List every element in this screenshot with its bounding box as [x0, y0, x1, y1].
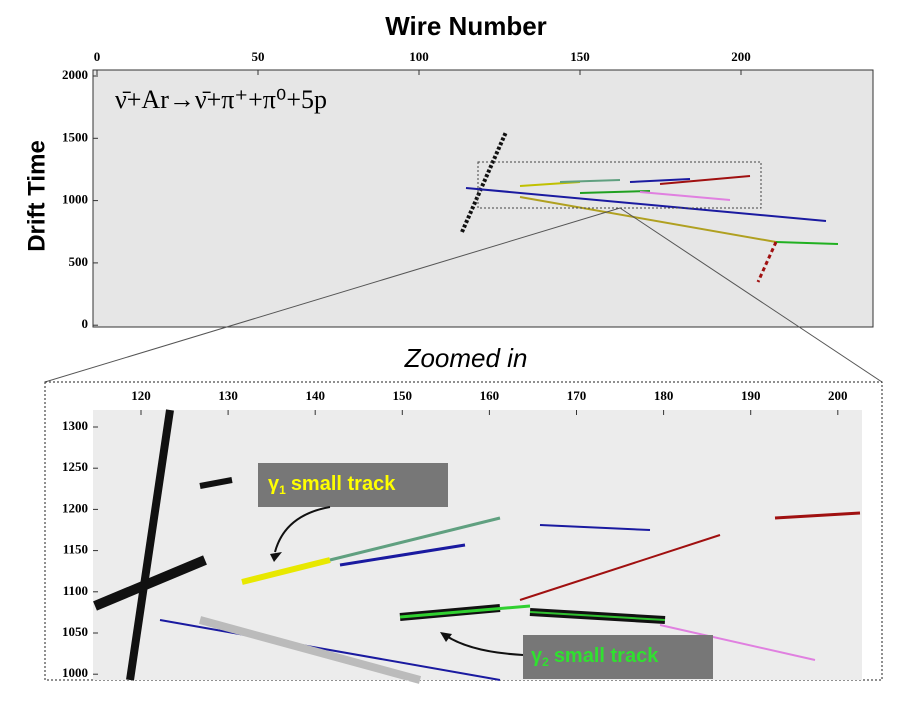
y-tick-label: 1250 — [62, 459, 88, 474]
title: Wire Number — [385, 11, 547, 41]
y-tick-label: 1000 — [62, 665, 88, 680]
zoom-box — [477, 161, 762, 209]
x-tick-label: 150 — [570, 49, 590, 64]
annotation-2: γ2 small track — [440, 632, 713, 679]
zoom-tracks — [93, 409, 861, 684]
annotation-subscript: 2 — [542, 655, 549, 669]
zoom-guide — [619, 207, 883, 383]
y-tick-label: 1500 — [62, 129, 88, 144]
overview-tracks — [460, 131, 839, 283]
y-tick-label: 1200 — [62, 500, 88, 515]
y-tick-label: 500 — [69, 254, 89, 269]
x-tick-label: 200 — [731, 49, 751, 64]
annotation-text: small track — [291, 473, 396, 495]
x-tick-label: 160 — [480, 388, 500, 403]
zoom-label: Zoomed in — [404, 343, 528, 373]
equation: ν̄+Ar→ν̄+π⁺+π⁰+5p — [115, 85, 327, 114]
y-tick-label: 0 — [82, 316, 89, 331]
zoom-guide — [44, 207, 621, 383]
y-tick-label: 1150 — [63, 542, 88, 557]
y-tick-label: 1000 — [62, 192, 88, 207]
x-tick-label: 190 — [741, 388, 761, 403]
annotation-1: γ1 small track — [258, 463, 448, 562]
x-tick-label: 50 — [252, 49, 265, 64]
x-tick-label: 170 — [567, 388, 587, 403]
x-tick-label: 0 — [94, 49, 101, 64]
y-tick-label: 1050 — [62, 624, 88, 639]
annotation-subscript: 1 — [279, 483, 286, 497]
y-tick-label: 2000 — [62, 67, 88, 82]
x-tick-label: 140 — [305, 388, 325, 403]
annotation-text: small track — [554, 645, 659, 667]
x-tick-label: 150 — [393, 388, 413, 403]
y-label: Drift Time — [23, 140, 50, 252]
y-tick-label: 1300 — [62, 418, 88, 433]
annotation-symbol: γ — [268, 473, 280, 495]
x-tick-label: 200 — [828, 388, 848, 403]
x-tick-label: 120 — [131, 388, 151, 403]
x-tick-label: 180 — [654, 388, 674, 403]
x-tick-label: 130 — [218, 388, 238, 403]
overview-panel — [92, 69, 874, 328]
y-tick-label: 1100 — [63, 583, 88, 598]
x-tick-label: 100 — [409, 49, 429, 64]
annotation-symbol: γ — [531, 645, 543, 667]
zoom-panel — [93, 410, 862, 680]
